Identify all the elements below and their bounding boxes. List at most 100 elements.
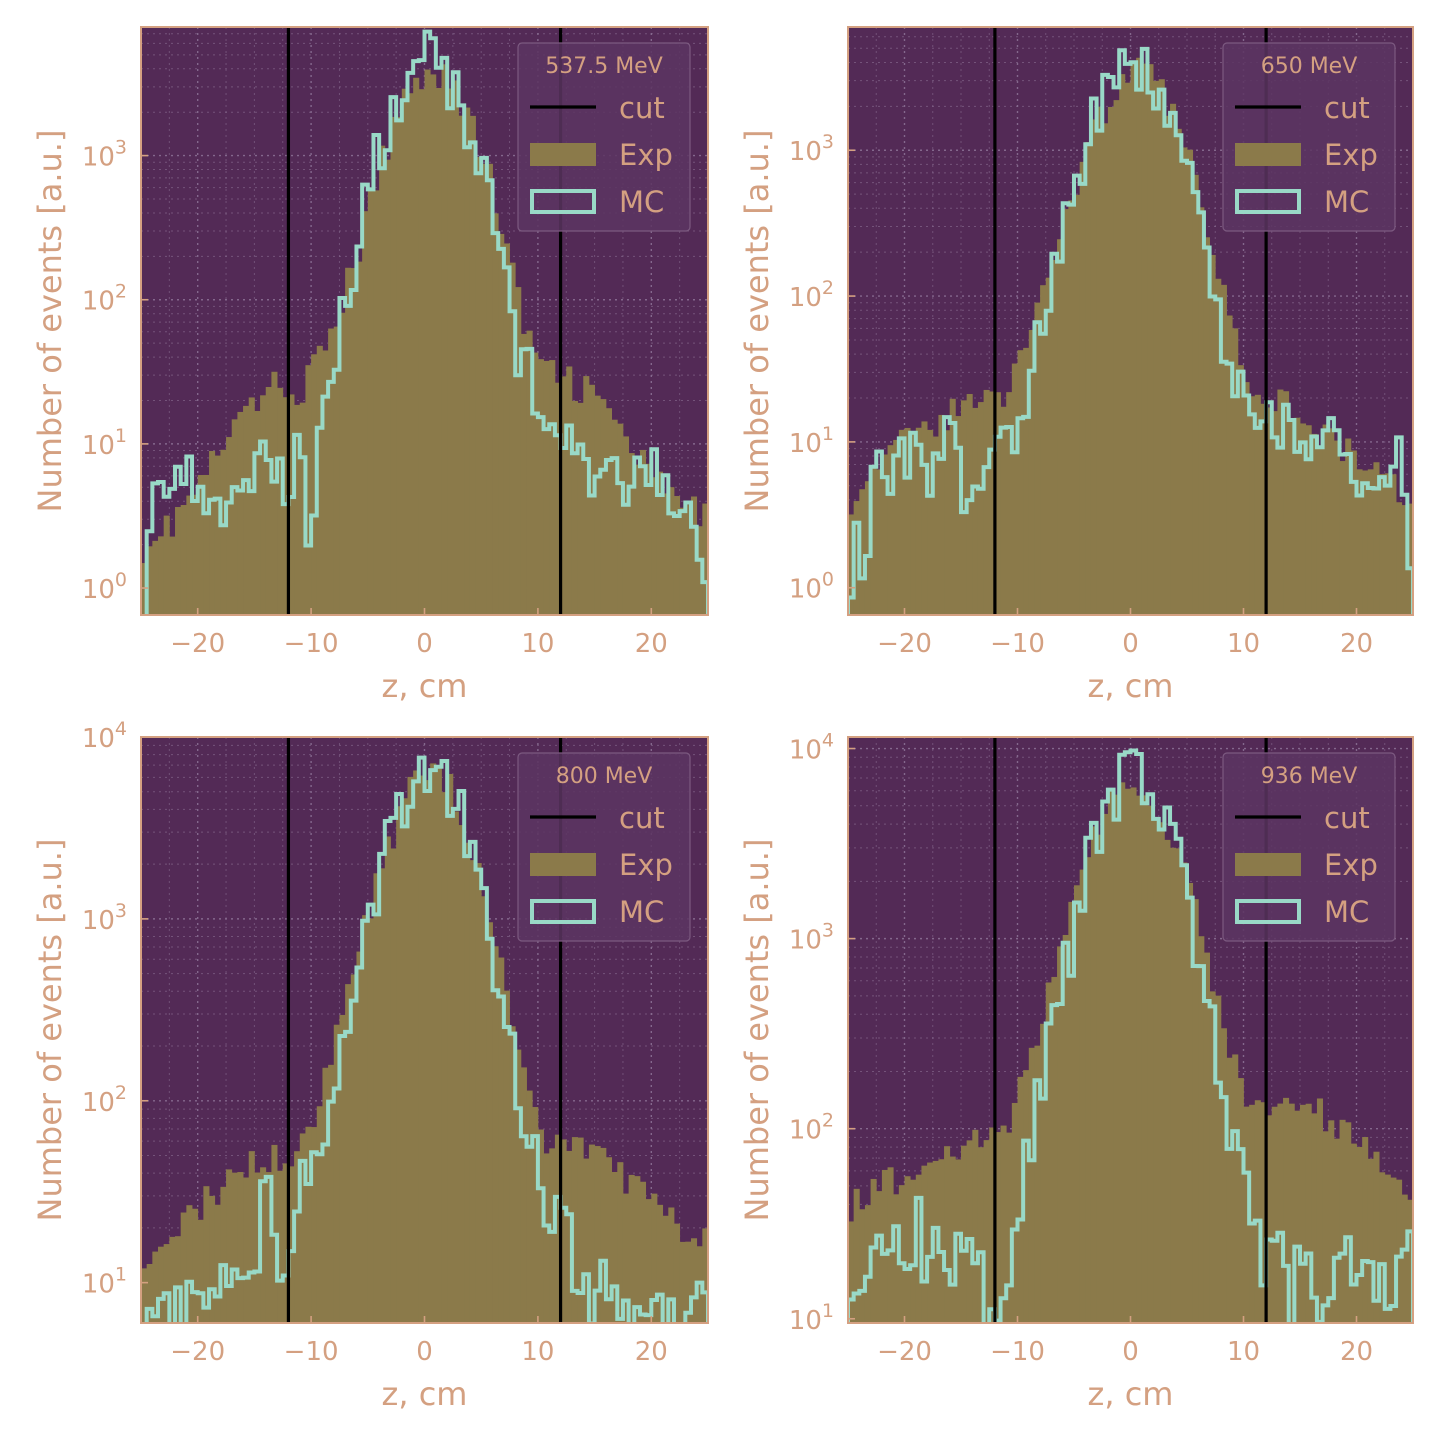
- exp-bar: [294, 1151, 301, 1323]
- exp-bar: [1040, 1023, 1047, 1323]
- exp-bar: [605, 1157, 613, 1323]
- exp-bar: [532, 1107, 539, 1323]
- panel-2: −20 −10 0 10 20 100 101 102 103 z, cm Number of ev…: [738, 26, 1414, 705]
- exp-bar: [571, 1137, 578, 1323]
- exp-bar: [1040, 285, 1047, 615]
- exp-bar: [1254, 1100, 1261, 1323]
- exp-bar: [1294, 417, 1301, 615]
- exp-bar: [1226, 1057, 1233, 1323]
- exp-bar: [1153, 80, 1160, 615]
- exp-bar: [594, 1146, 601, 1323]
- exp-bar: [231, 419, 238, 615]
- y-tick-label: 100: [82, 569, 127, 605]
- exp-bar: [859, 1209, 866, 1323]
- exp-bar: [1090, 826, 1097, 1323]
- exp-bar: [1017, 350, 1024, 615]
- exp-bar: [396, 806, 403, 1323]
- exp-bar: [910, 1179, 917, 1323]
- exp-bar: [696, 526, 703, 615]
- exp-bar: [1328, 1120, 1335, 1323]
- legend-label-cut: cut: [619, 801, 665, 835]
- exp-bar: [345, 984, 352, 1323]
- exp-bar: [515, 1049, 522, 1323]
- exp-bar: [617, 423, 624, 615]
- exp-bar: [520, 333, 527, 615]
- exp-bar: [1181, 147, 1188, 615]
- exp-bar: [1136, 795, 1143, 1323]
- exp-bar: [254, 410, 261, 615]
- exp-bar: [1215, 278, 1222, 615]
- exp-bar: [881, 454, 888, 615]
- exp-bar: [294, 404, 301, 615]
- exp-bar: [464, 107, 471, 615]
- legend-label-mc: MC: [1324, 895, 1369, 929]
- exp-bar: [180, 1212, 187, 1323]
- exp-bar: [305, 365, 312, 615]
- exp-bar: [1311, 1113, 1318, 1323]
- exp-bar: [588, 1144, 595, 1323]
- x-tick-label: −20: [877, 1337, 932, 1367]
- exp-bar: [910, 431, 917, 615]
- exp-bar: [481, 896, 488, 1323]
- exp-bar: [362, 915, 369, 1323]
- exp-bar: [345, 267, 352, 615]
- exp-bar: [628, 453, 635, 615]
- exp-bar: [554, 1134, 561, 1323]
- panel-4: −20 −10 0 10 20 101 102 103 104 z, cm Number of ev…: [738, 730, 1414, 1413]
- exp-bar: [645, 463, 652, 615]
- exp-bar: [1220, 284, 1227, 615]
- exp-bar: [316, 1106, 323, 1323]
- exp-bar: [577, 1137, 584, 1323]
- exp-bar: [955, 1159, 962, 1323]
- exp-bar: [1401, 505, 1408, 615]
- exp-bar: [1147, 64, 1154, 615]
- exp-bar: [921, 1165, 928, 1323]
- exp-bar: [1051, 259, 1058, 615]
- legend-title: 650 MeV: [1261, 54, 1358, 79]
- exp-bar: [1006, 392, 1013, 615]
- exp-bar: [464, 842, 471, 1323]
- exp-bar: [983, 1140, 990, 1323]
- exp-bar: [333, 1024, 340, 1323]
- exp-bar: [401, 798, 408, 1323]
- exp-bar: [904, 1176, 911, 1323]
- exp-bar: [492, 213, 499, 615]
- legend-title: 537.5 MeV: [545, 54, 663, 79]
- exp-bar: [1237, 365, 1244, 615]
- exp-bar: [486, 922, 493, 1323]
- exp-bar: [611, 1171, 618, 1323]
- x-tick-label: 0: [1122, 629, 1139, 659]
- exp-bar: [390, 116, 397, 615]
- exp-bar: [1390, 1177, 1397, 1323]
- exp-bar: [169, 1236, 176, 1323]
- exp-bar: [1034, 1045, 1041, 1323]
- exp-bar: [628, 1174, 635, 1323]
- exp-bar: [1260, 1102, 1267, 1323]
- exp-bar: [1068, 901, 1075, 1323]
- exp-bar: [656, 1204, 664, 1323]
- exp-bar: [209, 1195, 216, 1323]
- x-tick-label: 0: [416, 1337, 433, 1367]
- exp-bar: [1283, 391, 1290, 615]
- exp-bar: [1006, 1132, 1013, 1323]
- exp-bar: [1311, 433, 1318, 615]
- exp-bar: [503, 243, 510, 615]
- exp-bar: [961, 400, 968, 615]
- exp-bar: [226, 437, 233, 615]
- exp-bar: [611, 419, 618, 615]
- legend: 936 MeV cut Exp MC: [1222, 752, 1396, 942]
- exp-bar: [1085, 142, 1092, 615]
- exp-bar: [989, 391, 996, 615]
- exp-bar: [1215, 995, 1222, 1323]
- exp-bar: [418, 775, 425, 1323]
- legend-label-mc: MC: [619, 895, 664, 929]
- exp-bar: [1277, 1103, 1284, 1323]
- exp-bar: [876, 1191, 883, 1323]
- exp-bar: [932, 436, 939, 615]
- mc-histogram: [848, 46, 1413, 615]
- exp-bar: [430, 74, 437, 615]
- exp-bar: [848, 1221, 855, 1323]
- exp-bar: [566, 366, 573, 615]
- y-tick-label: 103: [789, 131, 834, 167]
